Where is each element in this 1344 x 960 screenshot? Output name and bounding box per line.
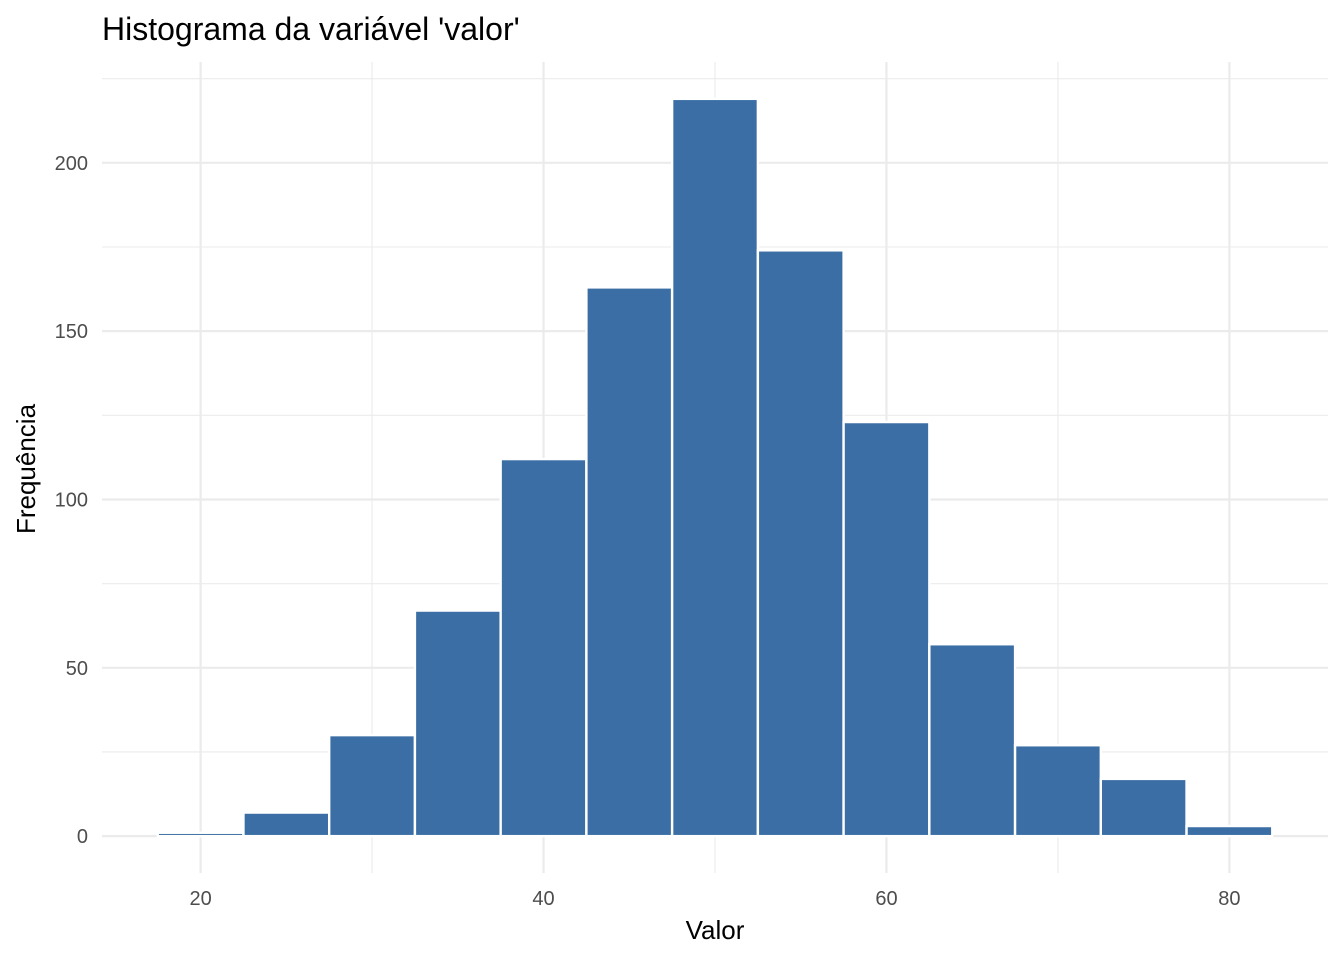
y-tick-label: 50: [66, 658, 88, 680]
y-tick-label: 100: [55, 489, 88, 511]
y-tick-label: 200: [55, 153, 88, 175]
histogram-bar: [1013, 744, 1103, 838]
x-tick-label: 40: [532, 888, 554, 910]
histogram-bar: [499, 457, 588, 838]
chart-title: Histograma da variável 'valor': [102, 11, 520, 47]
x-tick-label: 60: [875, 888, 897, 910]
x-axis-ticks: 20 40 60 80: [189, 888, 1240, 910]
histogram-bar: [156, 831, 245, 838]
x-tick-label: 80: [1218, 888, 1240, 910]
histogram-bar: [670, 97, 760, 838]
x-tick-label: 20: [189, 888, 211, 910]
x-axis-title: Valor: [686, 915, 745, 945]
histogram-bar: [413, 609, 502, 838]
y-axis-title: Frequência: [11, 403, 41, 534]
y-axis-ticks: 0 50 100 150 200: [55, 153, 88, 848]
histogram-bar: [1185, 824, 1274, 838]
histogram-bar: [585, 286, 674, 838]
histogram-bar: [242, 811, 331, 838]
y-tick-label: 0: [77, 826, 88, 848]
histogram-bar: [842, 420, 931, 838]
histogram-bar: [1099, 777, 1188, 838]
histogram-bar: [756, 249, 845, 838]
bars: [156, 97, 1274, 838]
histogram-bar: [327, 733, 417, 838]
y-tick-label: 150: [55, 321, 88, 343]
histogram-bar: [928, 643, 1017, 838]
